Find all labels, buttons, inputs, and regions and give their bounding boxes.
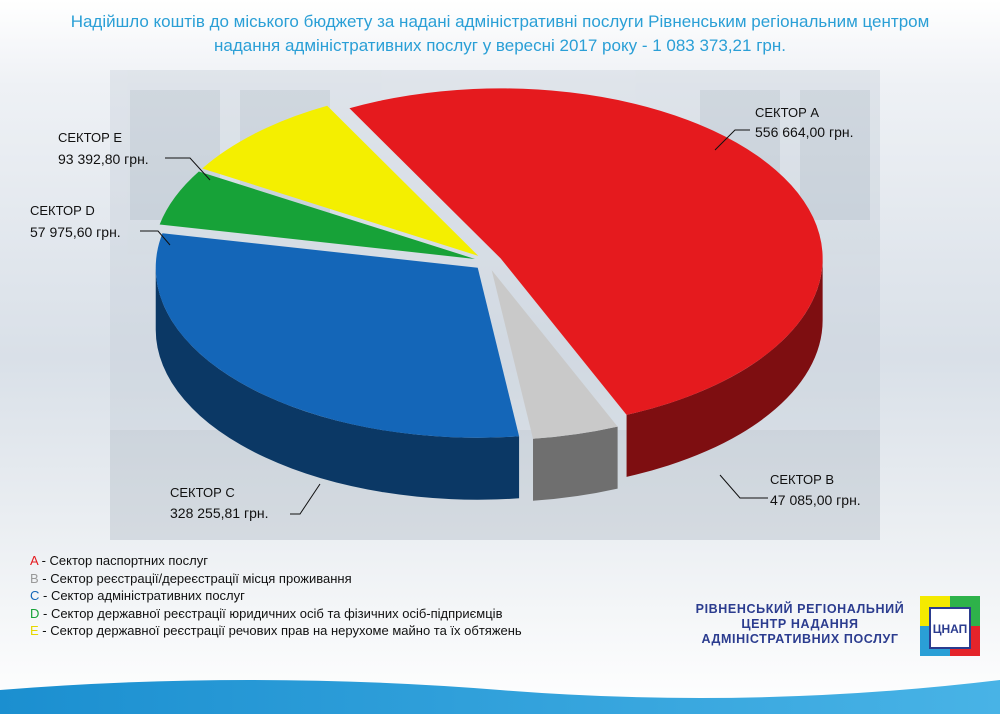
legend-text: - Сектор паспортних послуг <box>37 553 208 568</box>
legend-text: - Сектор адміністративних послуг <box>39 588 245 603</box>
pie-slice-side <box>626 258 823 477</box>
pie-slice <box>349 88 823 415</box>
legend-letter: E <box>30 623 39 638</box>
slice-value-label: 93 392,80 грн. <box>58 151 149 167</box>
legend: A - Сектор паспортних послуг B - Сектор р… <box>30 552 522 640</box>
pie-slice <box>491 270 618 439</box>
leader-line <box>290 483 321 515</box>
legend-item: A - Сектор паспортних послуг <box>30 552 522 570</box>
legend-item: E - Сектор державної реєстрації речових … <box>30 622 522 640</box>
slice-value-label: 328 255,81 грн. <box>170 505 268 521</box>
logo-line: ЦЕНТР НАДАННЯ <box>741 617 859 631</box>
pie-slice <box>159 171 475 259</box>
legend-text: - Сектор державної реєстрації речових пр… <box>38 623 522 638</box>
labels: СЕКТОР A 556 664,00 грн. СЕКТОР B 47 085,00… <box>30 105 861 521</box>
chart-title: Надійшло коштів до міського бюджету за н… <box>70 12 930 55</box>
footer-wave <box>0 680 1000 714</box>
pie-slice-side <box>155 267 520 500</box>
pie-slice <box>202 105 479 256</box>
logo-text: РІВНЕНСЬКИЙ РЕГІОНАЛЬНИЙ ЦЕНТР НАДАННЯ А… <box>655 602 945 647</box>
slice-category-label: СЕКТОР B <box>770 472 834 487</box>
legend-letter: B <box>30 570 39 586</box>
slice-value-label: 556 664,00 грн. <box>755 124 853 140</box>
logo-badge: ЦНАП <box>933 622 968 636</box>
slice-category-label: СЕКТОР E <box>58 130 122 145</box>
legend-text: - Сектор державної реєстрації юридичних … <box>39 605 503 621</box>
leader-line <box>714 129 750 151</box>
logo-icon: ЦНАП <box>920 596 980 656</box>
legend-text: - Сектор реєстрації/дереєстрації місця п… <box>38 570 352 586</box>
slice-value-label: 57 975,60 грн. <box>30 224 121 240</box>
legend-letter: D <box>30 605 40 621</box>
logo-line: РІВНЕНСЬКИЙ РЕГІОНАЛЬНИЙ <box>695 602 905 616</box>
legend-letter: C <box>30 588 40 603</box>
legend-item: B - Сектор реєстрації/дереєстрації місця… <box>30 570 522 588</box>
slice-category-label: СЕКТОР D <box>30 203 95 218</box>
slice-category-label: СЕКТОР C <box>170 485 235 500</box>
pie <box>155 88 823 501</box>
leader-line <box>140 230 171 246</box>
slice-value-label: 47 085,00 грн. <box>770 492 861 508</box>
leader-line <box>719 474 768 499</box>
pie-slice <box>155 233 520 438</box>
slice-category-label: СЕКТОР A <box>755 105 819 120</box>
legend-item: D - Сектор державної реєстрації юридични… <box>30 605 522 623</box>
pie-slice-side <box>533 426 618 501</box>
logo-line: АДМІНІСТРАТИВНИХ ПОСЛУГ <box>701 632 899 646</box>
legend-item: C - Сектор адміністративних послуг <box>30 587 522 605</box>
leader-line <box>165 157 211 181</box>
legend-letter: A <box>30 553 38 568</box>
